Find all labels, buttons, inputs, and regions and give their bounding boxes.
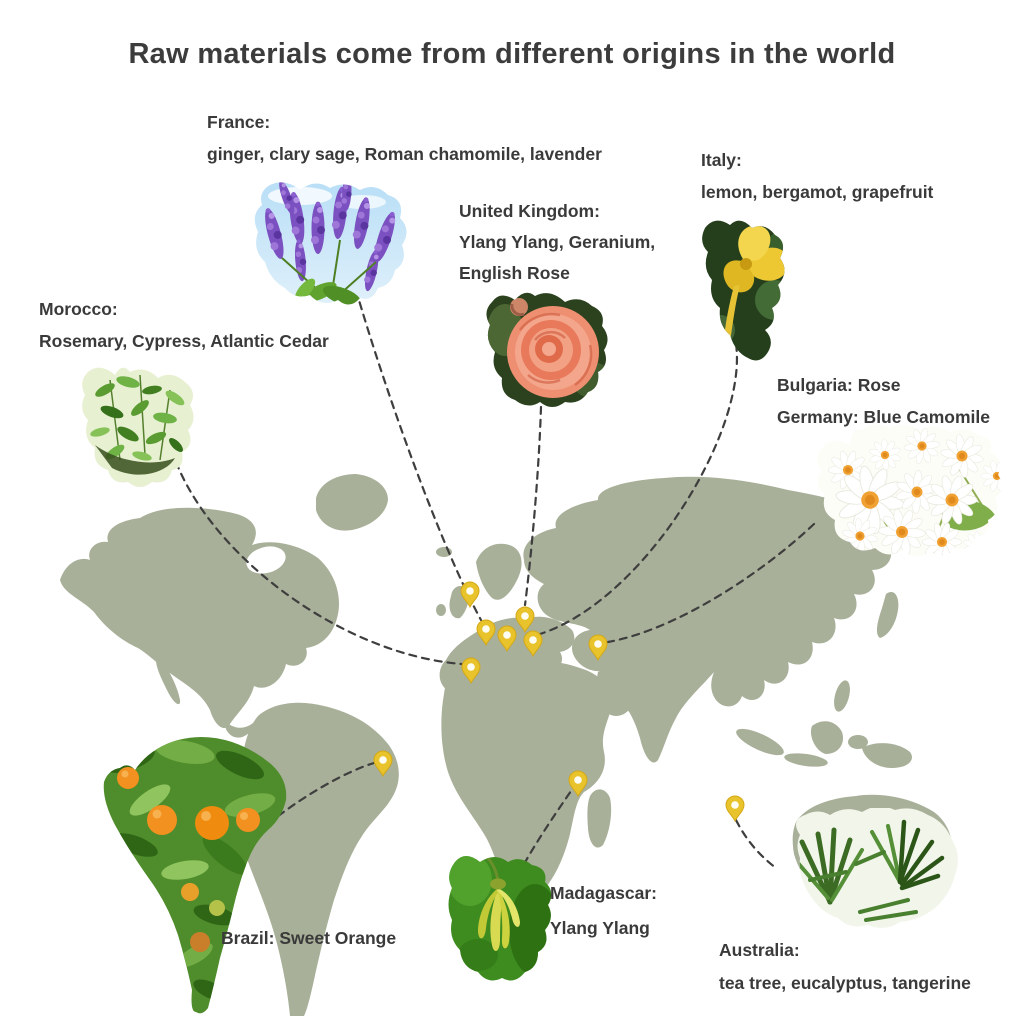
label-italy: Italy: lemon, bergamot, grapefruit	[701, 144, 933, 208]
label-morocco-country: Morocco:	[39, 299, 118, 319]
ireland	[436, 604, 446, 616]
label-madagascar-materials: Ylang Ylang	[550, 918, 650, 938]
greenland	[316, 474, 388, 531]
connector-italy	[538, 342, 739, 636]
connector-bulgaria-germany	[606, 522, 816, 644]
label-france-country: France:	[207, 112, 271, 132]
philippines	[834, 680, 850, 712]
france-plant-image	[254, 182, 407, 305]
scandinavia	[476, 543, 522, 600]
hudson-bay	[246, 546, 286, 574]
label-uk-materials-2: English Rose	[459, 263, 570, 283]
sulawesi	[848, 735, 868, 749]
connector-morocco	[174, 460, 464, 666]
continent-south-america	[238, 702, 399, 1016]
madagascar-island	[587, 789, 612, 848]
map-pin-australia	[725, 795, 745, 822]
label-australia-country: Australia:	[719, 940, 800, 960]
connector-madagascar	[522, 789, 573, 866]
label-brazil: Brazil: Sweet Orange	[221, 922, 396, 954]
central-america	[225, 718, 258, 738]
label-brazil-line: Brazil: Sweet Orange	[221, 928, 397, 948]
label-bulgaria-germany: Bulgaria: Rose Germany: Blue Camomile	[777, 369, 990, 433]
new-guinea	[862, 743, 912, 768]
connector-lines	[174, 288, 816, 870]
baja-peninsula	[156, 656, 181, 705]
page-title: Raw materials come from different origin…	[128, 38, 896, 70]
connector-australia	[734, 818, 778, 870]
label-united-kingdom: United Kingdom: Ylang Ylang, Geranium, E…	[459, 196, 655, 289]
label-morocco: Morocco: Rosemary, Cypress, Atlantic Ced…	[39, 293, 329, 357]
label-italy-materials: lemon, bergamot, grapefruit	[701, 182, 934, 202]
label-france-materials: ginger, clary sage, Roman chamomile, lav…	[207, 144, 602, 164]
bulgaria-germany-plant-image	[817, 424, 1003, 557]
label-madagascar-country: Madagascar:	[550, 883, 657, 903]
label-australia: Australia: tea tree, eucalyptus, tangeri…	[719, 934, 971, 1000]
borneo	[810, 721, 844, 754]
continent-north-america	[60, 507, 340, 729]
label-uk-country: United Kingdom:	[459, 201, 600, 221]
australia-plant-image	[796, 808, 958, 928]
connector-france	[354, 288, 483, 622]
label-uk-materials-1: Ylang Ylang, Geranium,	[459, 232, 656, 252]
label-france: France: ginger, clary sage, Roman chamom…	[207, 106, 602, 170]
japan	[876, 591, 899, 638]
label-germany-line: Germany: Blue Camomile	[777, 407, 990, 427]
label-australia-materials: tea tree, eucalyptus, tangerine	[719, 973, 971, 993]
label-bulgaria-line: Bulgaria: Rose	[777, 375, 901, 395]
label-italy-country: Italy:	[701, 150, 742, 170]
sumatra	[736, 728, 784, 756]
uk-plant-image	[486, 292, 608, 407]
java	[784, 753, 828, 767]
label-morocco-materials: Rosemary, Cypress, Atlantic Cedar	[39, 331, 329, 351]
morocco-plant-image	[82, 367, 194, 487]
continent-africa	[441, 657, 613, 900]
label-madagascar: Madagascar: Ylang Ylang	[550, 876, 657, 946]
italy-plant-image	[702, 220, 785, 361]
continent-asia	[523, 476, 898, 763]
